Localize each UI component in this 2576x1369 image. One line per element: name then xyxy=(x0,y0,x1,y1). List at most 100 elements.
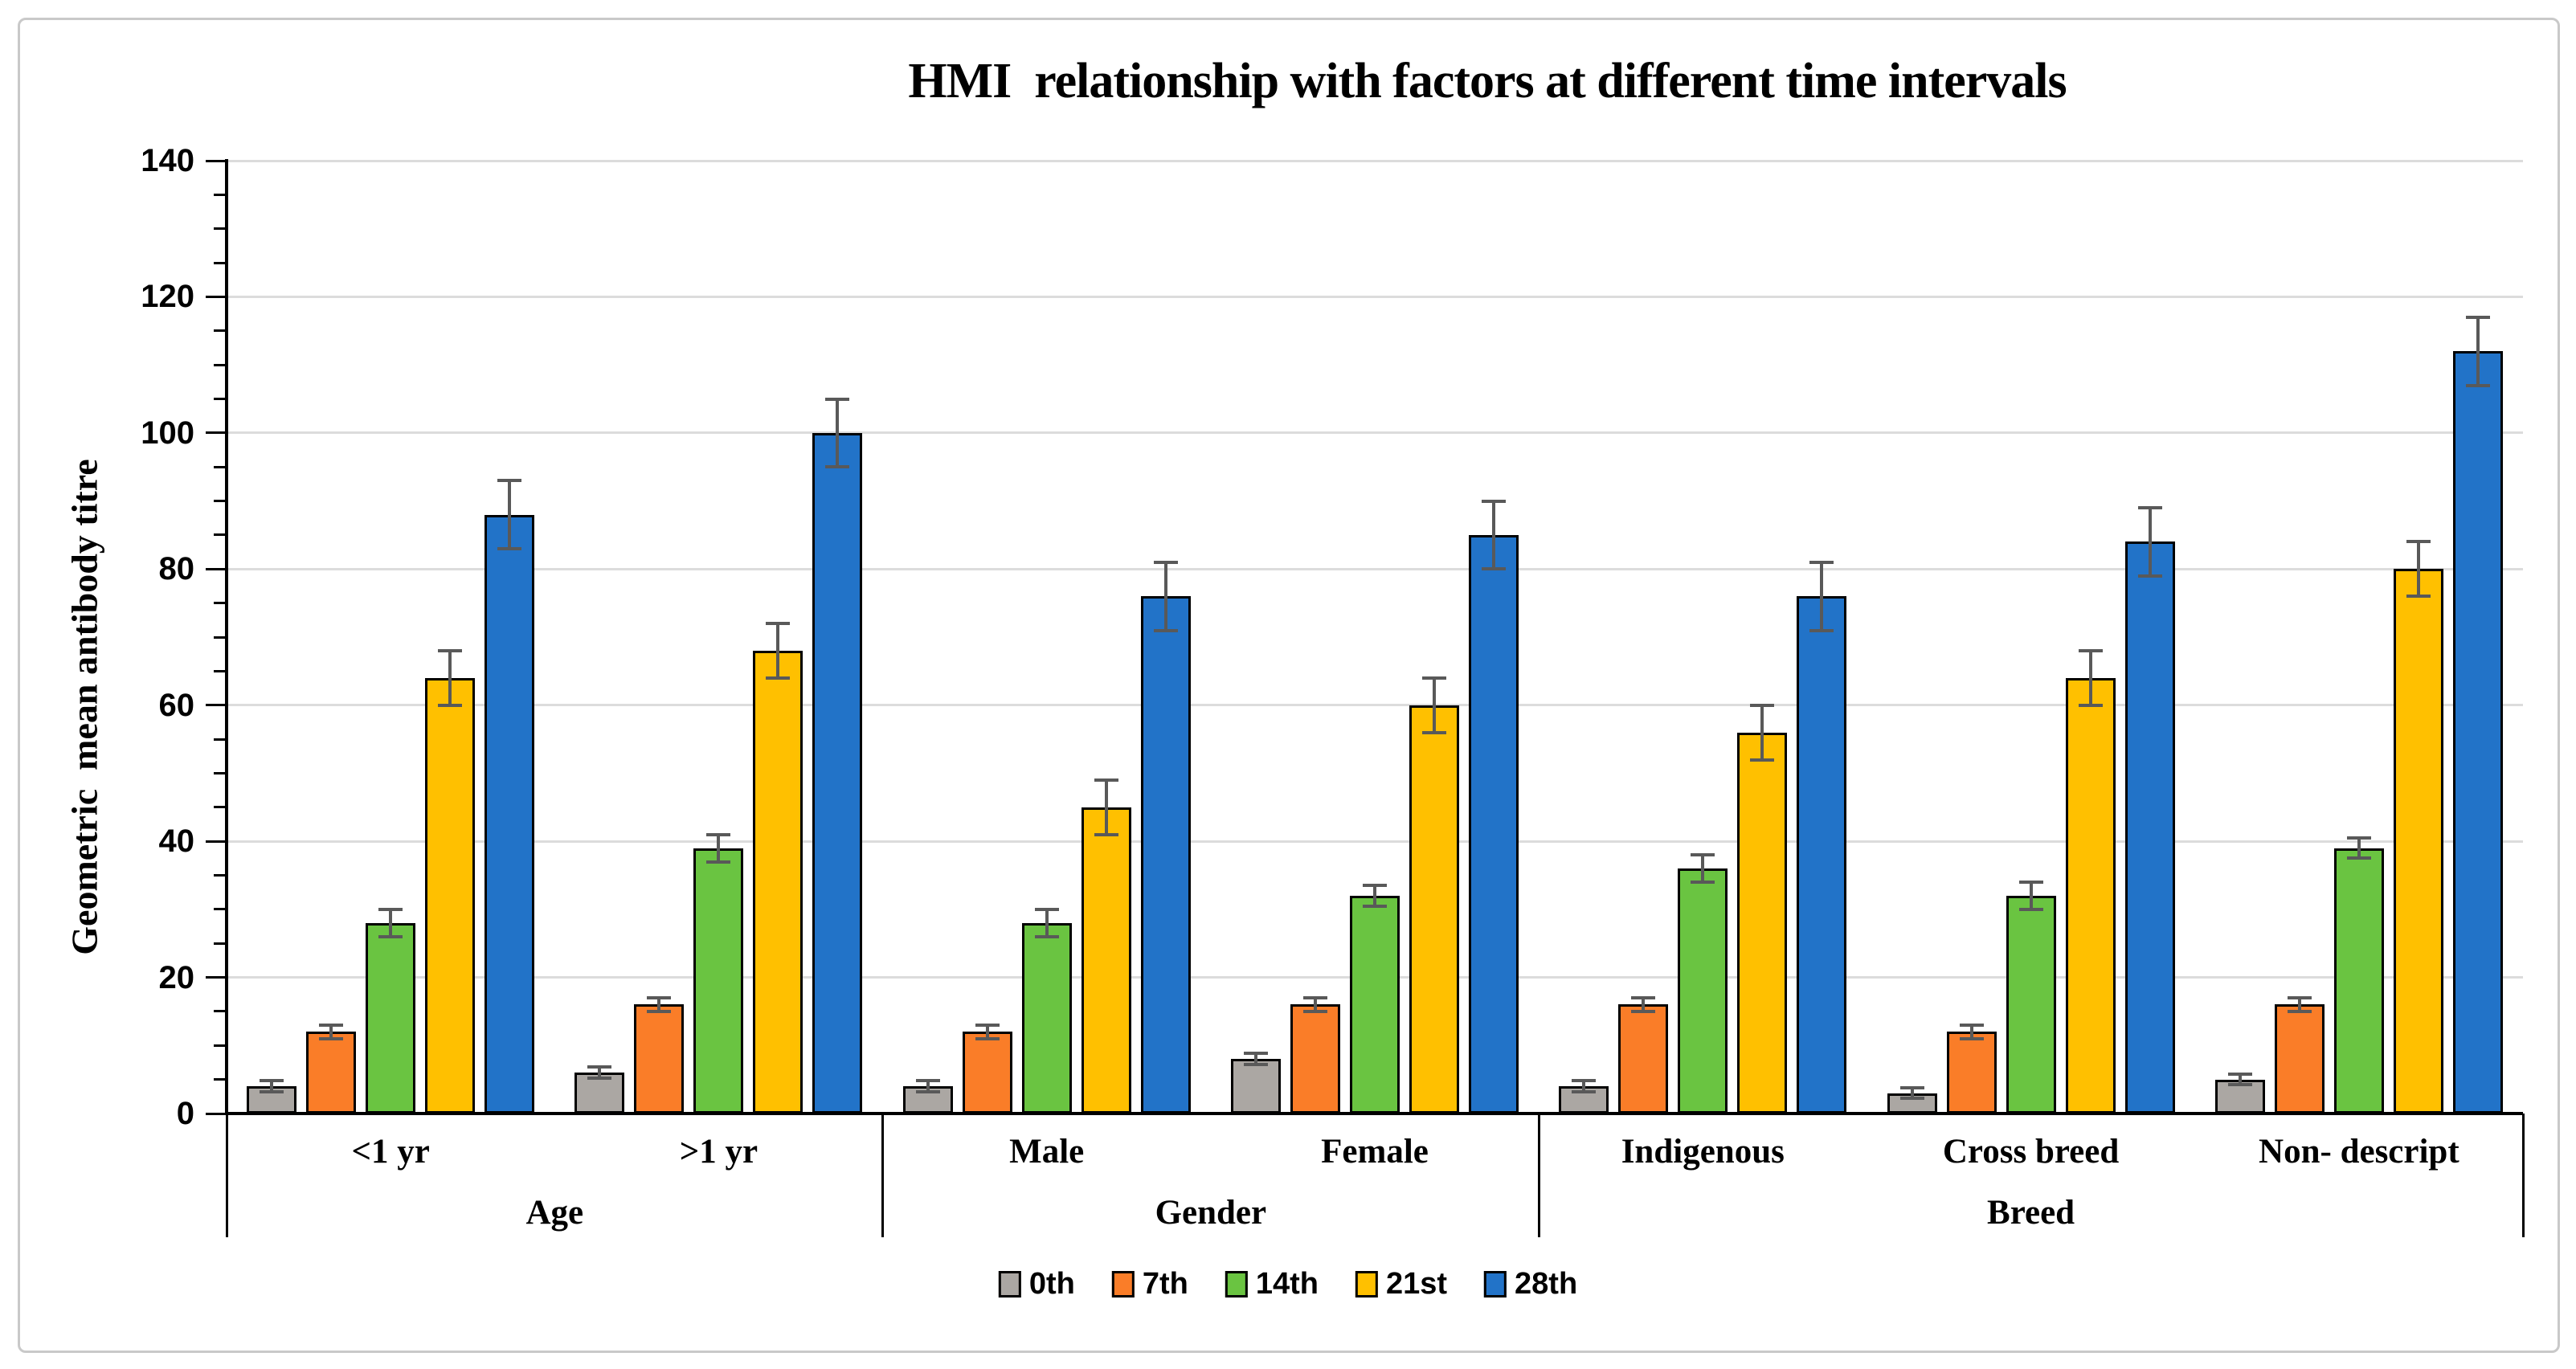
y-axis-major-tick xyxy=(206,840,227,843)
bar-28th-2 xyxy=(1140,596,1191,1114)
y-axis-minor-tick xyxy=(214,1010,227,1013)
error-bar-line xyxy=(717,834,721,862)
error-bar-line xyxy=(985,1024,989,1039)
bar-21st-3 xyxy=(1409,705,1459,1114)
error-bar-line xyxy=(329,1024,333,1039)
legend-swatch-21st xyxy=(1355,1270,1378,1297)
bar-28th-5 xyxy=(2124,541,2175,1114)
legend-swatch-14th xyxy=(1225,1270,1248,1297)
error-bar-cap-top xyxy=(1034,907,1059,911)
error-bar-line xyxy=(270,1081,274,1092)
error-bar-cap-bottom xyxy=(2227,1083,2252,1087)
error-bar-cap-top xyxy=(1422,676,1446,680)
error-bar-cap-top xyxy=(1691,853,1715,857)
error-bar-cap-bottom xyxy=(1959,1036,1984,1040)
error-bar-cap-bottom xyxy=(825,465,850,469)
y-axis-major-tick xyxy=(206,704,227,707)
error-bar-line xyxy=(836,398,840,468)
error-bar-cap-bottom xyxy=(1034,934,1059,938)
bar-14th-2 xyxy=(1021,922,1072,1114)
error-bar-cap-top xyxy=(915,1079,940,1083)
y-axis-minor-tick xyxy=(214,635,227,639)
error-bar-line xyxy=(2357,837,2361,859)
error-bar-cap-bottom xyxy=(1572,1089,1597,1093)
y-axis-minor-tick xyxy=(214,533,227,537)
y-axis-minor-tick xyxy=(214,738,227,741)
error-bar-cap-bottom xyxy=(915,1089,940,1093)
error-bar-line xyxy=(1373,885,1376,906)
error-bar-line xyxy=(926,1081,930,1092)
bar-21st-1 xyxy=(753,650,803,1114)
error-bar-cap-bottom xyxy=(438,703,463,707)
error-bar-line xyxy=(1433,677,1436,733)
error-bar-cap-top xyxy=(1094,778,1118,782)
error-bar-cap-bottom xyxy=(975,1036,1000,1040)
y-axis-major-tick xyxy=(206,567,227,570)
error-bar-cap-bottom xyxy=(2078,703,2103,707)
bar-28th-6 xyxy=(2452,351,2503,1114)
group-label: Breed xyxy=(1987,1194,2075,1232)
error-bar-cap-bottom xyxy=(2137,574,2162,578)
error-bar-line xyxy=(448,650,452,705)
error-bar-cap-bottom xyxy=(1482,567,1506,571)
bar-28th-1 xyxy=(812,432,863,1114)
error-bar-cap-top xyxy=(497,479,522,483)
bar-7th-1 xyxy=(634,1004,685,1114)
group-divider xyxy=(1537,1114,1540,1237)
group-label: Gender xyxy=(1155,1194,1267,1232)
legend-swatch-7th xyxy=(1111,1270,1135,1297)
error-bar-cap-top xyxy=(2078,648,2103,652)
legend-label: 28th xyxy=(1515,1267,1578,1301)
error-bar-cap-top xyxy=(1899,1085,1924,1089)
error-bar-cap-bottom xyxy=(2018,907,2043,911)
error-bar-cap-bottom xyxy=(1631,1009,1656,1013)
bar-0th-3 xyxy=(1231,1059,1281,1114)
error-bar-cap-bottom xyxy=(1094,832,1118,836)
error-bar-cap-top xyxy=(1482,499,1506,503)
error-bar-line xyxy=(2088,650,2092,705)
y-axis-minor-tick xyxy=(214,602,227,605)
error-bar-line xyxy=(1163,562,1167,631)
gridline xyxy=(227,159,2523,162)
error-bar-cap-bottom xyxy=(2287,1009,2312,1013)
legend-swatch-28th xyxy=(1484,1270,1507,1297)
bar-14th-1 xyxy=(693,848,744,1114)
y-axis-minor-tick xyxy=(214,261,227,264)
y-tick-label: 140 xyxy=(141,143,194,178)
error-bar-cap-top xyxy=(1153,560,1178,564)
error-bar-cap-bottom xyxy=(319,1036,344,1040)
x-axis-label-area: <1 yr >1 yr Male Female Indigenous Cross bree… xyxy=(225,1114,2525,1237)
bar-7th-6 xyxy=(2274,1004,2325,1114)
error-bar-line xyxy=(2238,1073,2242,1085)
error-bar-cap-bottom xyxy=(1899,1097,1924,1101)
error-bar-cap-top xyxy=(2346,836,2371,840)
gridline xyxy=(227,704,2523,707)
error-bar-cap-bottom xyxy=(1422,730,1446,734)
error-bar-cap-top xyxy=(975,1023,1000,1027)
error-bar-cap-bottom xyxy=(2406,595,2431,599)
error-bar-line xyxy=(2476,317,2480,386)
error-bar-cap-bottom xyxy=(587,1076,612,1080)
error-bar-cap-bottom xyxy=(706,860,731,864)
bar-7th-3 xyxy=(1290,1004,1340,1114)
bar-28th-4 xyxy=(1797,596,1847,1114)
chart-title: HMI relationship with factors at differe… xyxy=(908,54,2067,108)
error-bar-cap-top xyxy=(1303,996,1327,999)
error-bar-cap-top xyxy=(1631,996,1656,999)
group-label: Age xyxy=(525,1194,584,1232)
error-bar-cap-top xyxy=(587,1065,612,1069)
y-tick-label: 60 xyxy=(158,687,195,723)
y-axis-major-tick xyxy=(206,159,227,162)
bar-7th-4 xyxy=(1618,1004,1669,1114)
y-axis-minor-tick xyxy=(214,1078,227,1081)
y-axis-minor-tick xyxy=(214,942,227,945)
error-bar-cap-bottom xyxy=(1750,758,1775,762)
error-bar-line xyxy=(1254,1053,1257,1065)
error-bar-cap-top xyxy=(2406,540,2431,544)
error-bar-cap-top xyxy=(2227,1072,2252,1076)
error-bar-line xyxy=(2029,881,2033,909)
error-bar-line xyxy=(1910,1087,1914,1099)
error-bar-cap-bottom xyxy=(1809,628,1834,632)
error-bar-cap-top xyxy=(319,1023,344,1027)
error-bar-cap-top xyxy=(706,832,731,836)
